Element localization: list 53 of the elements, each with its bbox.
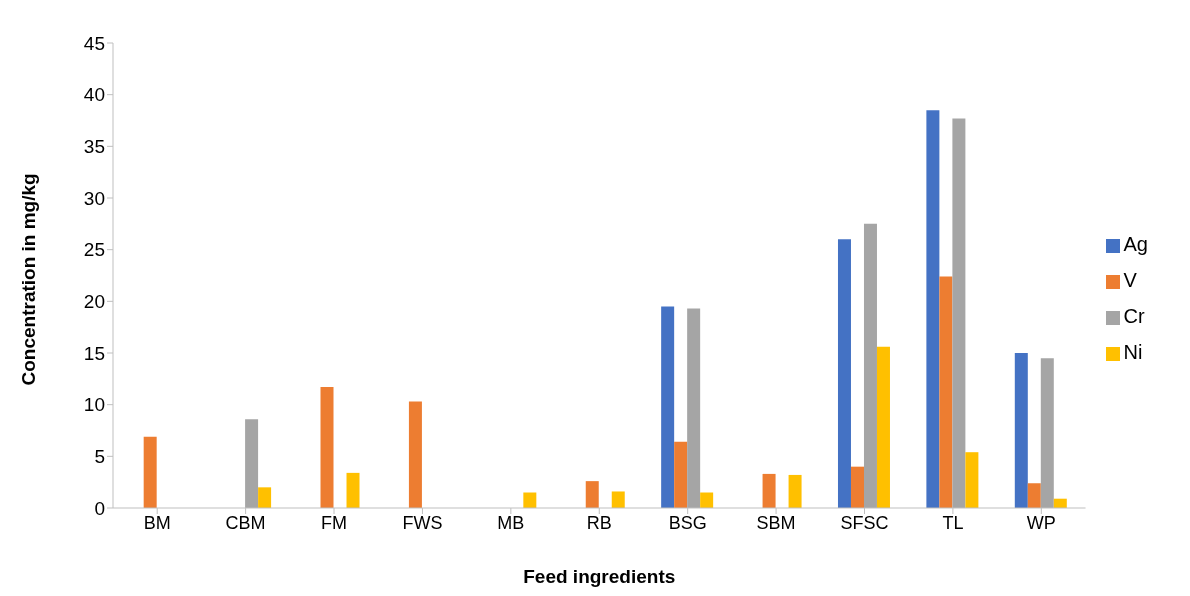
x-tick-label: RB (586, 512, 612, 533)
bar (143, 436, 157, 508)
x-tick-label: TL (942, 512, 964, 533)
bar (245, 419, 259, 508)
x-tick-label: SFSC (840, 512, 889, 533)
x-tick-label: FM (321, 512, 348, 533)
bar (863, 223, 877, 508)
bar (1040, 358, 1054, 508)
y-tick-label: 0 (94, 497, 105, 519)
y-tick-label: 35 (83, 136, 105, 158)
y-tick-label: 20 (83, 291, 105, 313)
bar (965, 452, 979, 508)
bar (762, 473, 776, 508)
x-tick-label: FWS (402, 512, 443, 533)
bar (850, 466, 864, 508)
bar (788, 474, 802, 508)
x-tick-label: BSG (668, 512, 707, 533)
bar (1027, 483, 1041, 508)
bar (926, 110, 940, 508)
bar (346, 472, 360, 508)
x-tick-label: MB (497, 512, 525, 533)
bar (876, 346, 890, 508)
bar (1014, 353, 1028, 508)
legend-label: Ag (1123, 233, 1148, 255)
y-tick-label: 15 (83, 342, 105, 364)
bar (939, 276, 953, 508)
y-axis-title: Concentration in mg/kg (17, 173, 39, 386)
y-tick-label: 25 (83, 239, 105, 261)
bar (687, 308, 701, 508)
legend-label: Ni (1123, 341, 1143, 363)
bar (837, 239, 851, 508)
bar (408, 401, 422, 508)
bar (320, 387, 334, 508)
x-axis-title: Feed ingredients (523, 566, 676, 587)
x-tick-label: SBM (756, 512, 796, 533)
bar (661, 306, 675, 508)
x-tick-label: CBM (225, 512, 266, 533)
bar (700, 492, 714, 508)
bar (585, 481, 599, 508)
x-tick-label: BM (143, 512, 171, 533)
x-tick-label: WP (1026, 512, 1056, 533)
bar (258, 487, 272, 508)
legend-label: V (1123, 269, 1137, 291)
bar (674, 441, 688, 508)
y-tick-label: 5 (94, 446, 105, 468)
bar (611, 491, 625, 508)
y-tick-label: 40 (83, 84, 105, 106)
y-tick-label: 10 (83, 394, 105, 416)
y-tick-label: 45 (83, 32, 105, 54)
bar (952, 118, 966, 508)
bar (523, 492, 537, 508)
legend-label: Cr (1123, 305, 1145, 327)
y-tick-label: 30 (83, 187, 105, 209)
